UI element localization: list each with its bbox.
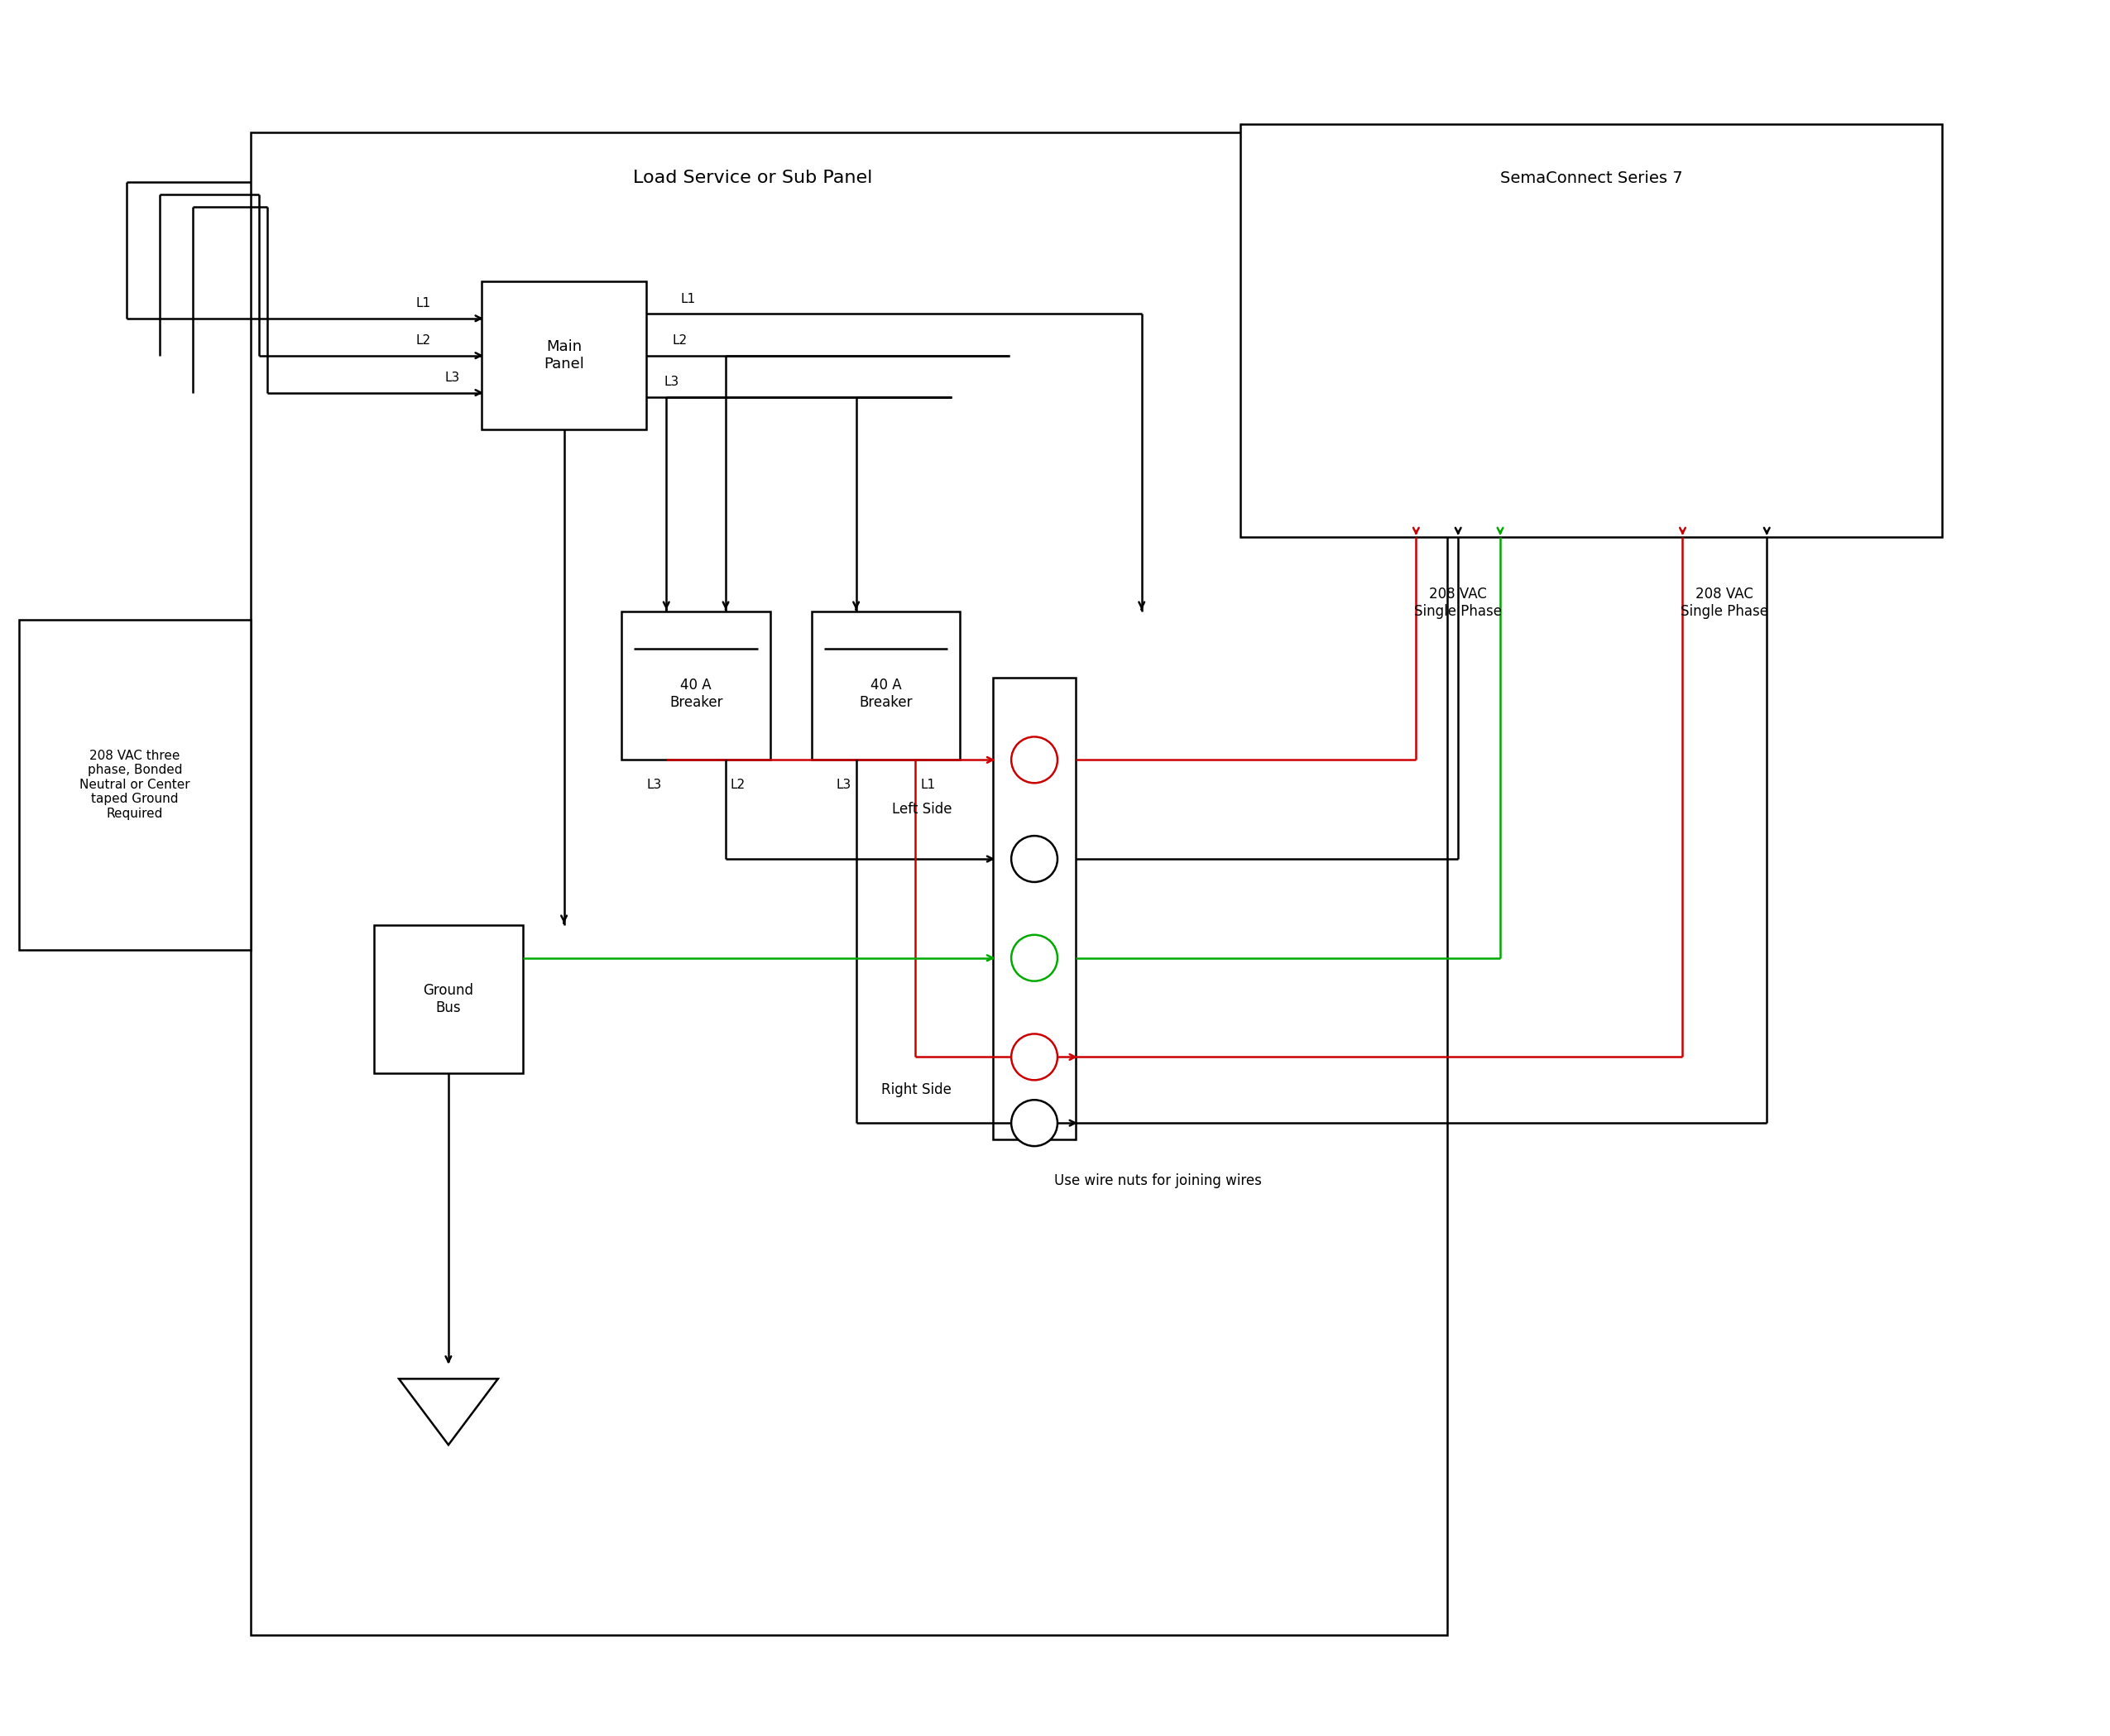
Text: L3: L3 — [445, 372, 460, 384]
Bar — [481, 281, 646, 431]
Bar — [373, 925, 523, 1073]
Circle shape — [1011, 1035, 1057, 1080]
Text: L3: L3 — [665, 377, 679, 389]
Text: Right Side: Right Side — [882, 1083, 952, 1097]
Polygon shape — [399, 1378, 498, 1444]
Text: L2: L2 — [671, 335, 688, 347]
Circle shape — [1011, 835, 1057, 882]
Bar — [251, 132, 1447, 1635]
Circle shape — [1011, 936, 1057, 981]
Text: SemaConnect Series 7: SemaConnect Series 7 — [1500, 170, 1682, 186]
Bar — [1241, 125, 1941, 536]
Text: L3: L3 — [836, 778, 850, 792]
Text: 208 VAC
Single Phase: 208 VAC Single Phase — [1414, 587, 1502, 620]
Text: Load Service or Sub Panel: Load Service or Sub Panel — [633, 170, 874, 186]
Text: 208 VAC three
phase, Bonded
Neutral or Center
taped Ground
Required: 208 VAC three phase, Bonded Neutral or C… — [80, 750, 190, 819]
Text: L1: L1 — [416, 297, 430, 309]
Text: 208 VAC
Single Phase: 208 VAC Single Phase — [1682, 587, 1768, 620]
Bar — [622, 611, 770, 760]
Text: L3: L3 — [646, 778, 660, 792]
Text: 40 A
Breaker: 40 A Breaker — [669, 677, 724, 710]
Text: L1: L1 — [679, 293, 696, 306]
Text: Use wire nuts for joining wires: Use wire nuts for joining wires — [1055, 1174, 1262, 1187]
Text: Ground
Bus: Ground Bus — [424, 983, 473, 1016]
Text: 40 A
Breaker: 40 A Breaker — [859, 677, 912, 710]
Text: L1: L1 — [920, 778, 935, 792]
Circle shape — [1011, 1101, 1057, 1146]
Bar — [19, 620, 251, 950]
Text: Left Side: Left Side — [893, 802, 952, 818]
Circle shape — [1011, 736, 1057, 783]
Text: Main
Panel: Main Panel — [544, 340, 584, 372]
Bar — [812, 611, 960, 760]
Text: L2: L2 — [416, 335, 430, 347]
Text: L2: L2 — [730, 778, 745, 792]
Bar — [994, 677, 1076, 1139]
